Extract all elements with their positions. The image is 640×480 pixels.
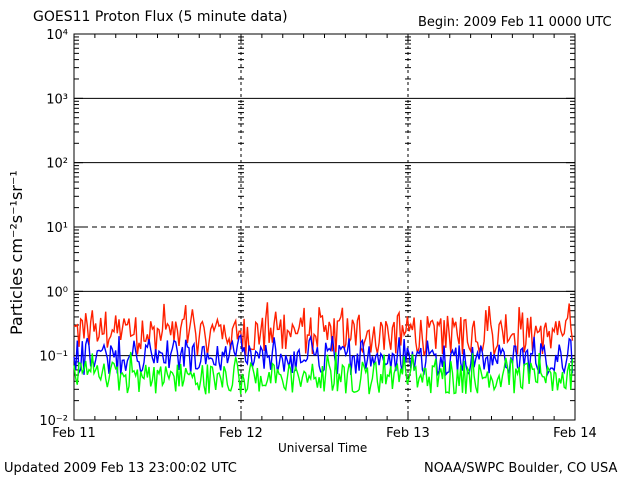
y-tick-label: 10¹ <box>46 221 68 236</box>
x-tick-label: Feb 14 <box>553 426 597 441</box>
y-tick-label: 10⁻² <box>39 414 68 429</box>
chart-legend: MeV >=10 >=50 >=100 <box>598 0 638 480</box>
x-tick-label: Feb 12 <box>219 426 263 441</box>
x-tick-label: Feb 11 <box>52 426 96 441</box>
x-tick-label: Feb 13 <box>386 426 430 441</box>
svg-text:Particles cm⁻²s⁻¹sr⁻¹: Particles cm⁻²s⁻¹sr⁻¹ <box>7 170 26 335</box>
y-tick-label: 10² <box>46 157 68 172</box>
x-axis-label: Universal Time <box>278 441 368 455</box>
y-tick-label: 10⁰ <box>46 285 68 300</box>
series-line-10 <box>73 302 574 356</box>
credit: NOAA/SWPC Boulder, CO USA <box>424 461 618 476</box>
updated-time: Updated 2009 Feb 13 23:00:02 UTC <box>4 461 237 476</box>
y-tick-label: 10³ <box>46 92 68 107</box>
y-tick-label: 10⁻¹ <box>39 350 68 365</box>
y-tick-label: 10⁴ <box>46 28 68 43</box>
y-axis-label: Particles cm⁻²s⁻¹sr⁻¹ <box>7 170 26 335</box>
begin-time: Begin: 2009 Feb 11 0000 UTC <box>418 15 612 30</box>
chart-title: GOES11 Proton Flux (5 minute data) <box>33 9 288 25</box>
series-line-100 <box>73 351 574 395</box>
